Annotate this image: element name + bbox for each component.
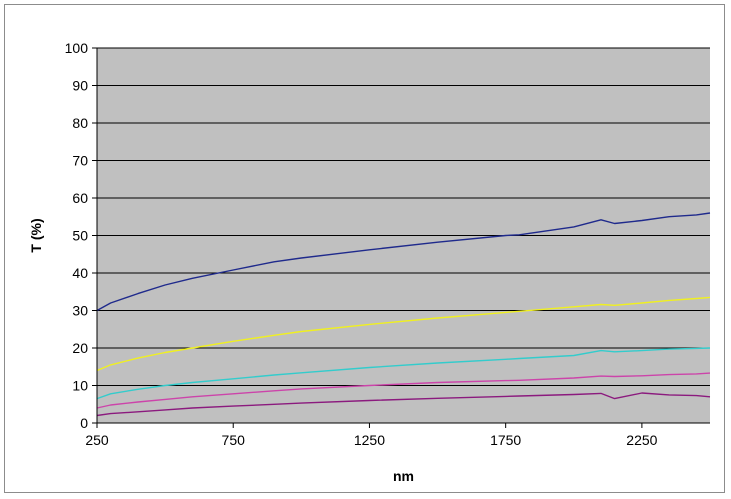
series-line-4 bbox=[96, 372, 711, 409]
series-line-1 bbox=[96, 212, 711, 312]
x-tick-label: 750 bbox=[222, 432, 246, 448]
y-axis-title: T (%) bbox=[28, 218, 44, 252]
x-tick-label: 1750 bbox=[490, 432, 521, 448]
series-lines bbox=[96, 212, 711, 417]
y-tick-label: 90 bbox=[72, 78, 88, 94]
y-tick-label: 10 bbox=[72, 378, 88, 394]
gridlines bbox=[97, 47, 710, 424]
x-tick-label: 1250 bbox=[354, 432, 385, 448]
y-tick-label: 60 bbox=[72, 190, 88, 206]
y-tick-label: 100 bbox=[65, 40, 89, 56]
y-tick-label: 50 bbox=[72, 228, 88, 244]
y-tick-label: 30 bbox=[72, 303, 88, 319]
x-tick-label: 2250 bbox=[626, 432, 657, 448]
tick-labels: 0 10 20 30 40 50 60 70 80 90 100 250 750 1250 1750 2250 bbox=[65, 40, 658, 448]
axes bbox=[92, 47, 710, 428]
x-axis-title: nm bbox=[393, 468, 414, 484]
y-tick-label: 80 bbox=[72, 115, 88, 131]
y-tick-label: 0 bbox=[80, 415, 88, 431]
y-tick-label: 40 bbox=[72, 265, 88, 281]
series-line-2 bbox=[96, 296, 711, 372]
series-line-3 bbox=[96, 347, 711, 400]
y-tick-label: 70 bbox=[72, 153, 88, 169]
y-tick-label: 20 bbox=[72, 340, 88, 356]
series-line-5 bbox=[96, 392, 711, 417]
x-tick-label: 250 bbox=[85, 432, 109, 448]
